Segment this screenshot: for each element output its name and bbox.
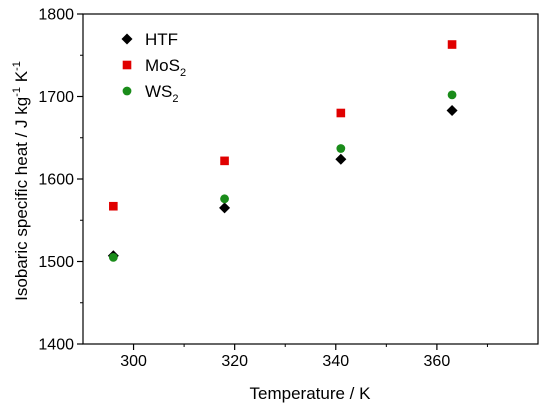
data-point-mos2 <box>220 156 229 166</box>
legend-label-subscript: 2 <box>172 93 178 105</box>
y-axis-title-sup1: -1 <box>11 87 23 97</box>
legend-label-base: WS <box>145 82 172 101</box>
legend-marker-mos2 <box>122 60 132 70</box>
data-point-ws2 <box>447 90 457 100</box>
legend-label-htf: HTF <box>145 30 178 49</box>
legend-label-base: HTF <box>145 30 178 49</box>
x-tick-label: 360 <box>424 353 451 370</box>
data-point-ws2 <box>336 144 346 153</box>
data-point-htf <box>446 105 458 117</box>
x-tick-label: 320 <box>221 353 248 370</box>
y-axis-title-mid: K <box>12 70 31 87</box>
y-axis-title: Isobaric specific heat / J kg-1 K-1 <box>11 61 31 301</box>
data-point-htf <box>219 202 231 214</box>
x-tick-label: 340 <box>322 353 349 370</box>
x-axis-title: Temperature / K <box>250 384 372 403</box>
data-point-ws2 <box>108 252 118 262</box>
legend-label-base: MoS <box>145 56 180 75</box>
data-points <box>107 40 458 262</box>
legend-label-subscript: 2 <box>180 67 186 79</box>
y-axis-title-sup2: -1 <box>11 61 23 71</box>
y-axis-title-main: Isobaric specific heat / J kg <box>12 97 31 301</box>
data-point-mos2 <box>109 201 118 211</box>
legend-label-ws2: WS2 <box>145 82 179 105</box>
data-point-mos2 <box>447 40 457 49</box>
data-point-mos2 <box>336 108 346 118</box>
data-point-htf <box>335 153 347 165</box>
y-tick-label: 1700 <box>38 89 74 106</box>
y-tick-label: 1800 <box>38 7 74 24</box>
legend-marker-ws2 <box>122 86 132 96</box>
y-tick-label: 1400 <box>38 337 74 354</box>
legend-label-mos2: MoS2 <box>145 56 186 79</box>
data-point-ws2 <box>220 194 229 204</box>
y-tick-label: 1500 <box>38 254 74 271</box>
y-tick-label: 1600 <box>38 172 74 189</box>
legend-marker-htf <box>121 33 133 45</box>
axis-ticks <box>77 13 488 350</box>
x-tick-label: 300 <box>120 353 147 370</box>
axis-tick-labels: 300 320 340 360 1400 1500 1600 1700 1800 <box>38 7 450 371</box>
